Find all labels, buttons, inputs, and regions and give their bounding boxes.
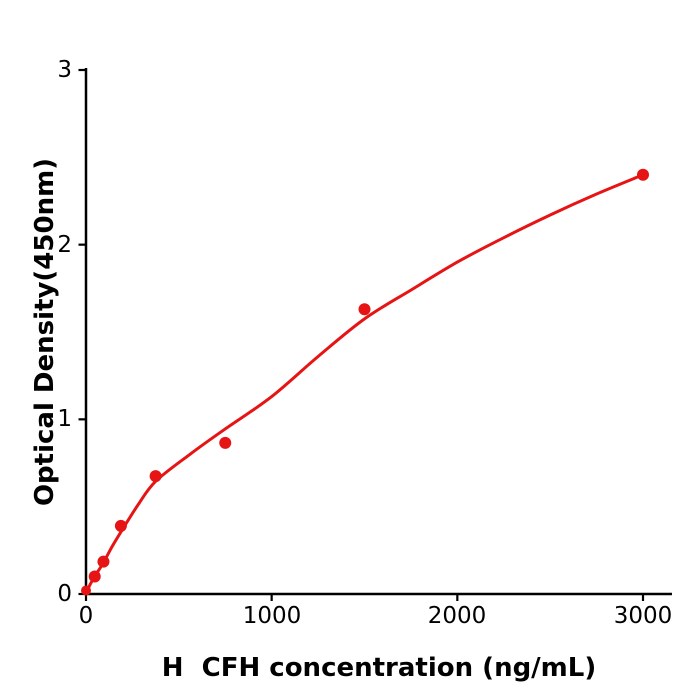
data-point	[149, 470, 162, 483]
data-point	[81, 585, 91, 596]
y-tick-label-2: 2	[57, 232, 72, 258]
y-tick-label-3: 3	[57, 57, 72, 83]
data-point	[637, 168, 649, 181]
y-axis-title: Optical Density(450nm)	[30, 157, 60, 507]
data-point	[88, 570, 101, 583]
data-point	[219, 436, 232, 449]
data-point	[358, 303, 371, 316]
data-point	[114, 519, 127, 532]
y-tick-label-1: 1	[57, 406, 72, 432]
x-tick-label-0: 0	[78, 603, 94, 629]
y-tick-label-0: 0	[57, 581, 72, 607]
x-tick-label-1000: 1000	[242, 603, 302, 629]
x-tick-label-3000: 3000	[613, 603, 673, 629]
data-point	[97, 555, 110, 568]
fit-curve	[84, 173, 645, 596]
x-axis-title: H CFH concentration (ng/mL)	[161, 653, 597, 683]
x-tick-label-2000: 2000	[427, 603, 487, 629]
